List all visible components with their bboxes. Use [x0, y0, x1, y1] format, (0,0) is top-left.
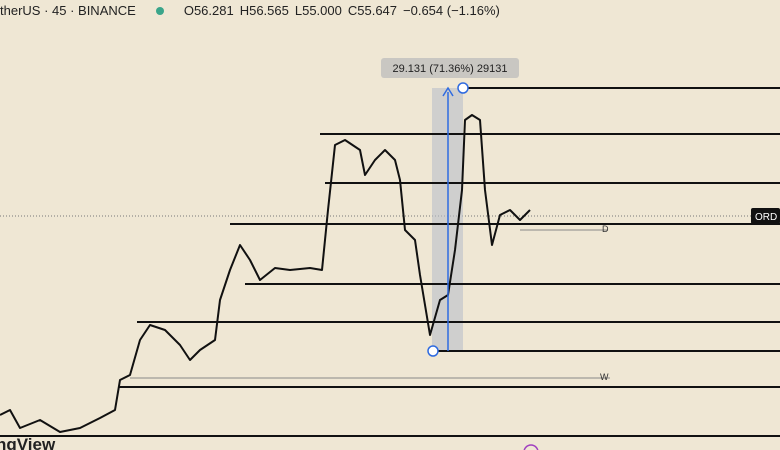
measure-arrowhead	[442, 86, 454, 97]
ohlc-close: C55.647	[347, 3, 398, 18]
ohlc-open: O56.281	[183, 3, 234, 18]
watermark: ngView	[0, 435, 56, 450]
levels	[0, 87, 780, 437]
ohlc-high: H56.565	[239, 3, 289, 18]
price-tag-box	[751, 208, 780, 224]
ohlc-low: L55.000	[294, 3, 342, 18]
measure-handle[interactable]	[457, 82, 469, 94]
measure-label: 29.131 (71.36%) 29131	[393, 63, 508, 75]
ohlc-change: −0.654 (−1.16%)	[403, 3, 500, 18]
level-label: W	[600, 372, 609, 382]
level-label: D	[602, 224, 609, 234]
price-path	[0, 114, 531, 433]
status-dot	[155, 6, 164, 15]
measure-label-box	[381, 58, 519, 78]
measure-handle[interactable]	[427, 345, 439, 357]
legend-header: therUS · 45 · BINANCE O56.281 H56.565 L5…	[0, 3, 500, 18]
price-tag: ORD	[755, 212, 777, 223]
event-icon[interactable]	[523, 444, 539, 450]
symbol: therUS · 45 · BINANCE	[0, 3, 136, 18]
